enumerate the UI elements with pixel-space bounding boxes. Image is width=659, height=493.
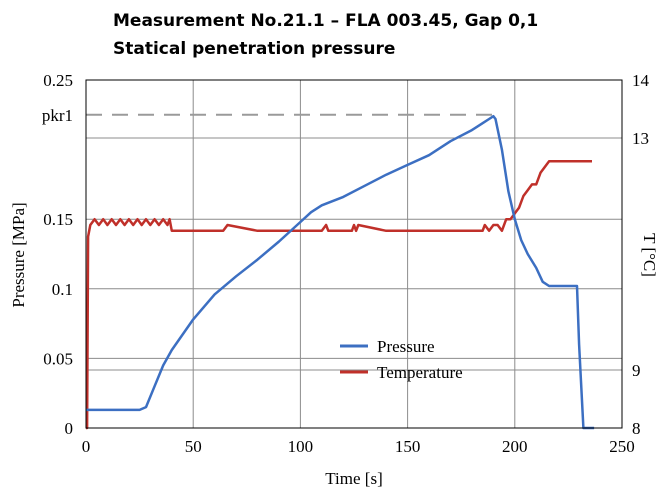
x-tick-label: 200 [502, 437, 528, 456]
plot-frame [85, 79, 623, 429]
legend-pressure-label: Pressure [377, 337, 435, 356]
y2-axis-label: T [°C] [640, 233, 659, 277]
chart-subtitle: Statical penetration pressure [113, 39, 395, 59]
pkr1-label: pkr1 [42, 106, 73, 125]
x-tick-label: 100 [288, 437, 314, 456]
x-tick-label: 150 [395, 437, 421, 456]
x-tick-label: 250 [609, 437, 635, 456]
pressure-series-line [86, 114, 595, 430]
x-tick-label: 0 [82, 437, 91, 456]
series-layer [85, 114, 595, 430]
temperature-series-line [85, 159, 592, 430]
y-tick-label: 0.05 [43, 349, 73, 368]
y-tick-label: 0 [65, 419, 74, 438]
y-tick-label: 0.15 [43, 210, 73, 229]
y-tick-label: 0.25 [43, 71, 73, 90]
y2-tick-label: 8 [632, 419, 641, 438]
y-tick-label: 0.1 [52, 280, 73, 299]
grid [86, 80, 622, 428]
ticks: 0 50 100 150 200 250 0 0.05 0.1 0.15 0.25 8 9 13 14 pkr… [42, 71, 650, 456]
x-tick-label: 50 [185, 437, 202, 456]
y2-tick-label: 13 [632, 129, 649, 148]
legend-temperature-label: Temperature [377, 363, 463, 382]
y2-tick-label: 9 [632, 361, 641, 380]
x-axis-label: Time [s] [325, 469, 382, 488]
y-axis-label: Pressure [MPa] [9, 202, 28, 307]
chart-title: Measurement No.21.1 – FLA 003.45, Gap 0,… [113, 11, 538, 31]
legend: Pressure Temperature [340, 337, 463, 382]
y2-tick-label: 14 [632, 71, 650, 90]
